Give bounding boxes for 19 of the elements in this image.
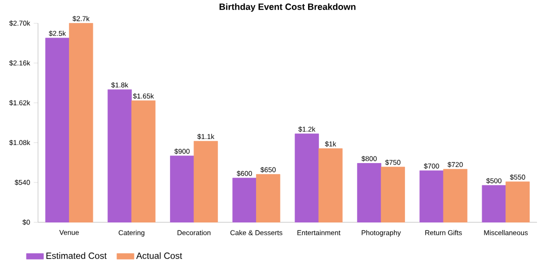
legend-label: Estimated Cost xyxy=(46,252,107,259)
bar xyxy=(45,38,70,222)
bar xyxy=(420,170,444,222)
bar xyxy=(232,178,257,222)
bar xyxy=(443,168,468,222)
bar xyxy=(506,181,530,222)
bar xyxy=(131,100,156,222)
bar xyxy=(482,185,506,222)
chart-title: Birthday Event Cost Breakdown xyxy=(220,3,356,12)
bar xyxy=(108,89,132,222)
legend-label: Actual Cost xyxy=(136,252,182,259)
bar xyxy=(357,162,382,222)
bar xyxy=(68,22,94,222)
bar xyxy=(170,156,194,222)
bar xyxy=(318,148,343,222)
bar xyxy=(294,133,319,222)
bar xyxy=(256,174,280,222)
bar xyxy=(194,140,218,222)
bar xyxy=(380,166,405,222)
